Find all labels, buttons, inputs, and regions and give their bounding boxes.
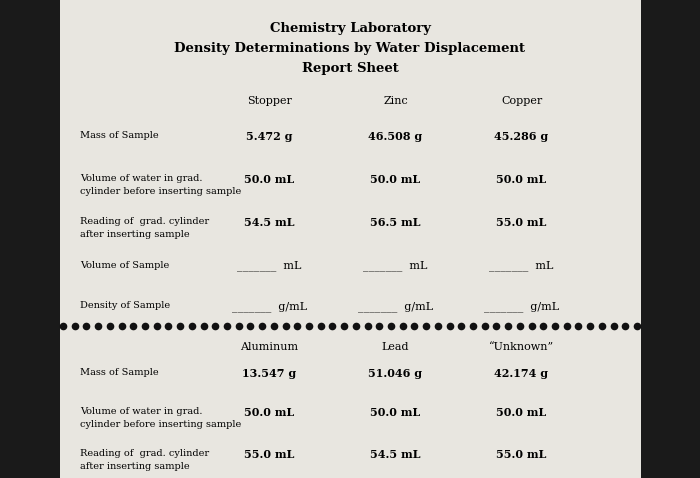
Text: Volume of Sample: Volume of Sample [80, 261, 169, 270]
Text: 45.286 g: 45.286 g [494, 131, 549, 142]
Text: Aluminum: Aluminum [240, 342, 299, 352]
Text: _______  mL: _______ mL [489, 261, 554, 271]
Text: Density of Sample: Density of Sample [80, 301, 171, 310]
Text: 54.5 mL: 54.5 mL [244, 217, 295, 228]
Text: Stopper: Stopper [247, 96, 292, 106]
Text: 50.0 mL: 50.0 mL [496, 407, 547, 418]
Bar [640, 0, 700, 478]
Text: _______  g/mL: _______ g/mL [484, 301, 559, 312]
Text: 50.0 mL: 50.0 mL [496, 174, 547, 185]
Text: Copper: Copper [501, 96, 542, 106]
Text: 50.0 mL: 50.0 mL [244, 174, 295, 185]
Text: _______  mL: _______ mL [237, 261, 302, 271]
Bar [0, 0, 60, 478]
Text: 13.547 g: 13.547 g [242, 368, 297, 379]
Text: Mass of Sample: Mass of Sample [80, 368, 159, 377]
Text: 50.0 mL: 50.0 mL [244, 407, 295, 418]
Text: 54.5 mL: 54.5 mL [370, 449, 421, 460]
Text: Lead: Lead [382, 342, 409, 352]
Text: Mass of Sample: Mass of Sample [80, 131, 159, 141]
Text: Volume of water in grad.
cylinder before inserting sample: Volume of water in grad. cylinder before… [80, 407, 242, 429]
Text: 55.0 mL: 55.0 mL [496, 217, 547, 228]
Text: 56.5 mL: 56.5 mL [370, 217, 421, 228]
Bar [60, 0, 640, 478]
Text: 42.174 g: 42.174 g [494, 368, 549, 379]
Text: Volume of water in grad.
cylinder before inserting sample: Volume of water in grad. cylinder before… [80, 174, 242, 196]
Text: 50.0 mL: 50.0 mL [370, 407, 421, 418]
Text: Report Sheet: Report Sheet [302, 62, 398, 75]
Text: _______  g/mL: _______ g/mL [358, 301, 433, 312]
Text: Reading of  grad. cylinder
after inserting sample: Reading of grad. cylinder after insertin… [80, 449, 209, 471]
Text: Reading of  grad. cylinder
after inserting sample: Reading of grad. cylinder after insertin… [80, 217, 209, 239]
Text: Density Determinations by Water Displacement: Density Determinations by Water Displace… [174, 42, 526, 54]
Text: 46.508 g: 46.508 g [368, 131, 423, 142]
Text: 51.046 g: 51.046 g [368, 368, 423, 379]
Text: Zinc: Zinc [383, 96, 408, 106]
Text: Chemistry Laboratory: Chemistry Laboratory [270, 22, 430, 34]
Text: _______  mL: _______ mL [363, 261, 428, 271]
Text: 50.0 mL: 50.0 mL [370, 174, 421, 185]
Text: 55.0 mL: 55.0 mL [496, 449, 547, 460]
Text: “Unknown”: “Unknown” [489, 342, 554, 352]
Text: 5.472 g: 5.472 g [246, 131, 293, 142]
Text: _______  g/mL: _______ g/mL [232, 301, 307, 312]
Text: 55.0 mL: 55.0 mL [244, 449, 295, 460]
